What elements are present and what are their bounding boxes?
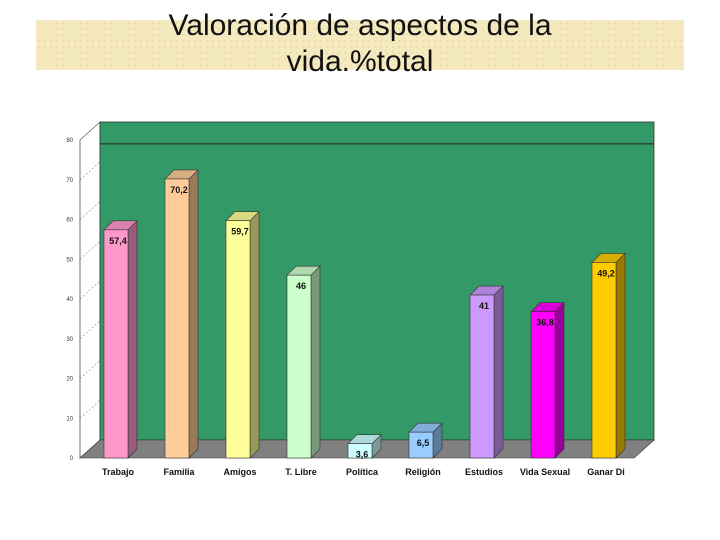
bar-front	[591, 262, 617, 459]
y-tick-mark	[79, 241, 101, 260]
bar-side	[249, 210, 260, 459]
bar-front	[225, 220, 251, 459]
bar-8	[591, 252, 626, 459]
y-tick-label: 70	[66, 178, 73, 184]
y-tick-label: 80	[66, 138, 73, 144]
y-tick-mark	[79, 400, 101, 419]
bar-5	[408, 422, 443, 459]
data-label: 70,2	[170, 185, 188, 195]
bar-side	[615, 252, 626, 459]
bar-2	[225, 210, 260, 459]
bar-side	[554, 301, 565, 459]
title-line-1: Valoración de aspectos de la	[168, 9, 552, 42]
bar-6	[469, 285, 504, 459]
bar-side	[310, 265, 321, 459]
bar-front	[347, 443, 373, 459]
bar-4	[347, 433, 382, 459]
y-tick-mark	[79, 121, 101, 141]
x-tick-label: Trabajo	[102, 467, 135, 477]
slide-title: Valoración de aspectos de la vida.%total	[0, 8, 720, 80]
y-tick-label: 40	[66, 297, 73, 303]
data-label: 49,2	[597, 268, 615, 278]
y-tick-mark	[79, 439, 101, 459]
y-tick-label: 50	[66, 257, 73, 263]
y-tick-label: 20	[66, 377, 73, 383]
bar-front	[164, 178, 190, 459]
bar-side	[188, 169, 199, 459]
data-label: 36,8	[536, 318, 554, 328]
y-tick-mark	[79, 320, 101, 339]
bar-0	[103, 220, 138, 459]
data-label: 57,4	[109, 236, 127, 246]
x-tick-label: Ganar Di	[587, 467, 625, 477]
data-label: 3,6	[356, 450, 369, 460]
bar-7	[530, 301, 565, 459]
data-label: 41	[479, 301, 489, 311]
y-tick-mark	[79, 360, 101, 379]
bar-front	[408, 431, 434, 459]
x-tick-label: Política	[346, 467, 379, 477]
bar-side	[493, 285, 504, 459]
x-tick-label: Religión	[405, 467, 441, 477]
y-tick-label: 0	[70, 456, 74, 462]
y-tick-label: 30	[66, 337, 73, 343]
bar-front	[286, 274, 312, 459]
bar-3	[286, 265, 321, 459]
bar-front	[103, 229, 129, 459]
data-label: 59,7	[231, 227, 249, 237]
y-tick-label: 60	[66, 218, 73, 224]
x-tick-label: Amigos	[223, 467, 256, 477]
y-tick-mark	[79, 201, 101, 220]
data-label: 46	[296, 281, 306, 291]
data-label: 6,5	[417, 438, 430, 448]
y-tick-label: 10	[66, 416, 73, 422]
x-tick-label: Vida Sexual	[520, 467, 570, 477]
x-tick-label: Familia	[163, 467, 195, 477]
bar-side	[127, 220, 138, 459]
y-tick-mark	[79, 161, 101, 180]
bar-1	[164, 169, 199, 459]
y-tick-mark	[79, 280, 101, 300]
x-tick-label: T. Libre	[285, 467, 317, 477]
title-line-2: vida.%total	[286, 45, 434, 78]
title-band	[36, 20, 684, 70]
x-tick-label: Estudios	[465, 467, 503, 477]
bar-front	[469, 294, 495, 459]
bar-front	[530, 311, 556, 459]
